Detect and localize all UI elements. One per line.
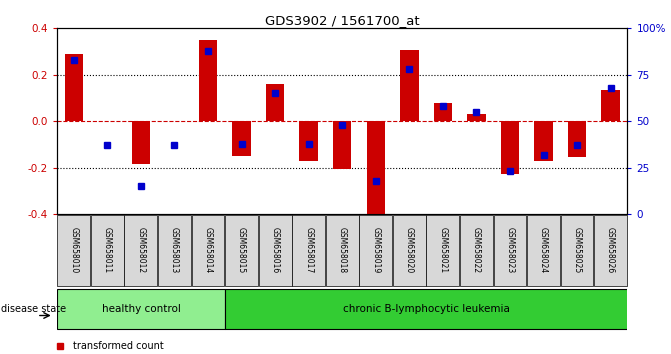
FancyBboxPatch shape	[91, 215, 124, 286]
Bar	[132, 121, 150, 164]
Text: GSM658018: GSM658018	[338, 227, 347, 274]
Text: healthy control: healthy control	[101, 304, 180, 314]
Text: transformed count: transformed count	[72, 341, 164, 351]
Text: GSM658019: GSM658019	[371, 227, 380, 274]
FancyBboxPatch shape	[225, 215, 258, 286]
Text: GSM658025: GSM658025	[572, 227, 582, 274]
Text: GSM658014: GSM658014	[203, 227, 213, 274]
Bar	[333, 121, 352, 169]
Bar	[366, 121, 385, 223]
Bar	[400, 50, 419, 121]
FancyBboxPatch shape	[58, 215, 90, 286]
FancyBboxPatch shape	[494, 215, 526, 286]
FancyBboxPatch shape	[527, 215, 560, 286]
Text: GSM658012: GSM658012	[136, 227, 146, 274]
Text: disease state: disease state	[1, 304, 66, 314]
FancyBboxPatch shape	[460, 215, 493, 286]
Bar	[266, 84, 285, 121]
Title: GDS3902 / 1561700_at: GDS3902 / 1561700_at	[265, 14, 419, 27]
FancyBboxPatch shape	[58, 289, 225, 329]
Text: GSM658023: GSM658023	[505, 227, 515, 274]
Bar	[601, 90, 620, 121]
Bar	[433, 103, 452, 121]
FancyBboxPatch shape	[561, 215, 594, 286]
FancyBboxPatch shape	[360, 215, 393, 286]
FancyBboxPatch shape	[158, 215, 191, 286]
FancyBboxPatch shape	[326, 215, 359, 286]
Bar	[568, 121, 586, 157]
Bar	[199, 40, 217, 121]
Text: GSM658011: GSM658011	[103, 227, 112, 274]
FancyBboxPatch shape	[225, 289, 628, 329]
Text: GSM658015: GSM658015	[237, 227, 246, 274]
FancyBboxPatch shape	[427, 215, 460, 286]
Bar	[467, 114, 486, 121]
Text: GSM658020: GSM658020	[405, 227, 414, 274]
Text: GSM658013: GSM658013	[170, 227, 179, 274]
Text: GSM658016: GSM658016	[270, 227, 280, 274]
Text: GSM658022: GSM658022	[472, 227, 481, 274]
Bar	[501, 121, 519, 173]
FancyBboxPatch shape	[393, 215, 426, 286]
Text: GSM658026: GSM658026	[606, 227, 615, 274]
Bar	[299, 121, 318, 161]
FancyBboxPatch shape	[293, 215, 325, 286]
FancyBboxPatch shape	[125, 215, 158, 286]
Text: GSM658010: GSM658010	[69, 227, 79, 274]
Text: chronic B-lymphocytic leukemia: chronic B-lymphocytic leukemia	[343, 304, 510, 314]
Bar	[232, 121, 251, 156]
Bar	[534, 121, 553, 161]
Text: GSM658024: GSM658024	[539, 227, 548, 274]
Text: GSM658021: GSM658021	[438, 227, 448, 274]
FancyBboxPatch shape	[192, 215, 224, 286]
Text: GSM658017: GSM658017	[304, 227, 313, 274]
FancyBboxPatch shape	[259, 215, 292, 286]
Bar	[64, 54, 83, 121]
FancyBboxPatch shape	[595, 215, 627, 286]
